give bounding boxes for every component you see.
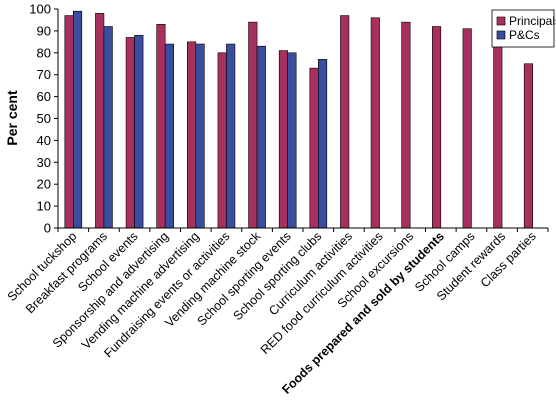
bar-principals-4 (187, 41, 197, 229)
y-tick-label: 40 (37, 133, 51, 148)
y-tick-label: 50 (37, 111, 51, 126)
bar-principals-5 (217, 52, 227, 229)
bar-principals-11 (401, 21, 411, 229)
bar-principals-3 (156, 24, 166, 229)
bars-layer (64, 10, 533, 229)
bar-principals-12 (432, 26, 442, 229)
y-axis-title: Per cent (4, 90, 20, 146)
bar-p-cs-6 (256, 45, 266, 229)
bar-principals-7 (278, 50, 288, 229)
bar-principals-2 (125, 37, 135, 229)
bar-principals-8 (309, 67, 319, 229)
y-tick-label: 70 (37, 67, 51, 82)
y-tick-label: 0 (44, 221, 51, 236)
legend-box (491, 9, 555, 48)
bar-principals-14 (493, 39, 503, 229)
legend-swatch (496, 30, 506, 40)
y-tick-label: 10 (37, 199, 51, 214)
bar-principals-9 (340, 15, 350, 229)
legend-swatch (496, 16, 506, 26)
y-tick-label: 20 (37, 177, 51, 192)
bar-p-cs-8 (318, 59, 328, 229)
bar-principals-1 (95, 13, 105, 229)
y-tick-label: 90 (37, 23, 51, 38)
legend-label: P&Cs (509, 28, 540, 42)
bar-p-cs-1 (103, 26, 113, 229)
bar-p-cs-2 (134, 34, 144, 229)
bar-principals-10 (370, 17, 380, 229)
bar-principals-15 (523, 63, 533, 229)
bar-p-cs-3 (164, 43, 174, 229)
bar-principals-6 (248, 21, 258, 229)
bar-p-cs-5 (226, 43, 236, 229)
y-tick-label: 80 (37, 45, 51, 60)
bar-principals-0 (64, 15, 74, 229)
bar-p-cs-0 (73, 10, 83, 229)
y-tick-label: 60 (37, 89, 51, 104)
bar-p-cs-4 (195, 43, 205, 229)
y-tick-label: 100 (29, 2, 51, 17)
y-tick-label: 30 (37, 155, 51, 170)
bar-p-cs-7 (287, 52, 297, 229)
bar-principals-13 (462, 28, 472, 229)
legend-label: Principals (509, 14, 556, 28)
